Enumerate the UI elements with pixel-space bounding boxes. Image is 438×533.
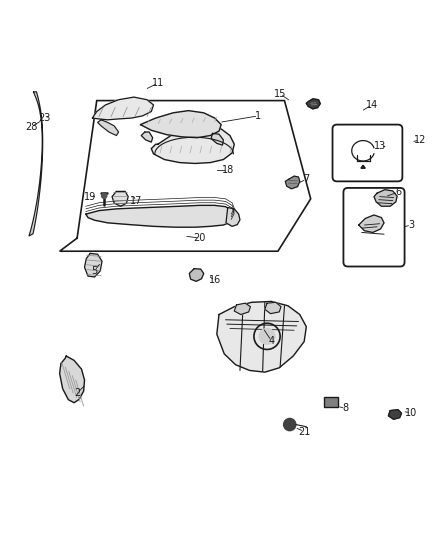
Text: 2: 2 [74,388,80,398]
FancyBboxPatch shape [332,125,403,181]
Text: 8: 8 [343,403,349,414]
Polygon shape [306,99,320,109]
Text: 1: 1 [255,111,261,121]
Text: 21: 21 [298,426,311,437]
Polygon shape [234,303,251,314]
Text: 10: 10 [405,408,417,418]
Polygon shape [86,205,234,227]
Text: 28: 28 [25,122,37,132]
Polygon shape [151,127,234,164]
Polygon shape [112,191,128,206]
Polygon shape [389,410,402,419]
Text: 15: 15 [274,89,286,99]
Text: 18: 18 [222,165,234,175]
Circle shape [102,193,107,198]
Polygon shape [189,269,204,281]
Text: 12: 12 [413,135,426,145]
Text: 14: 14 [366,100,378,110]
Polygon shape [217,302,306,372]
Polygon shape [141,111,221,138]
Polygon shape [374,190,397,206]
Text: 7: 7 [303,174,310,184]
Polygon shape [359,215,384,232]
Text: 5: 5 [92,266,98,276]
Polygon shape [29,92,42,236]
Polygon shape [98,120,119,135]
Text: 3: 3 [408,220,414,230]
Polygon shape [92,97,153,120]
Polygon shape [286,176,300,189]
Polygon shape [361,165,365,168]
Text: 23: 23 [38,113,50,123]
Polygon shape [265,302,281,313]
FancyBboxPatch shape [343,188,405,266]
Circle shape [284,418,296,431]
Text: 19: 19 [84,192,96,201]
Text: 6: 6 [395,187,401,197]
Text: 20: 20 [193,233,205,243]
Text: 16: 16 [208,276,221,286]
Text: 11: 11 [152,78,164,88]
Bar [324,398,338,407]
Text: 4: 4 [268,336,275,346]
Polygon shape [141,132,152,142]
Circle shape [259,328,275,344]
Text: 17: 17 [130,196,142,206]
Polygon shape [226,207,240,227]
Text: 13: 13 [374,141,387,151]
Polygon shape [211,133,223,145]
Polygon shape [85,253,102,277]
Polygon shape [60,356,85,403]
